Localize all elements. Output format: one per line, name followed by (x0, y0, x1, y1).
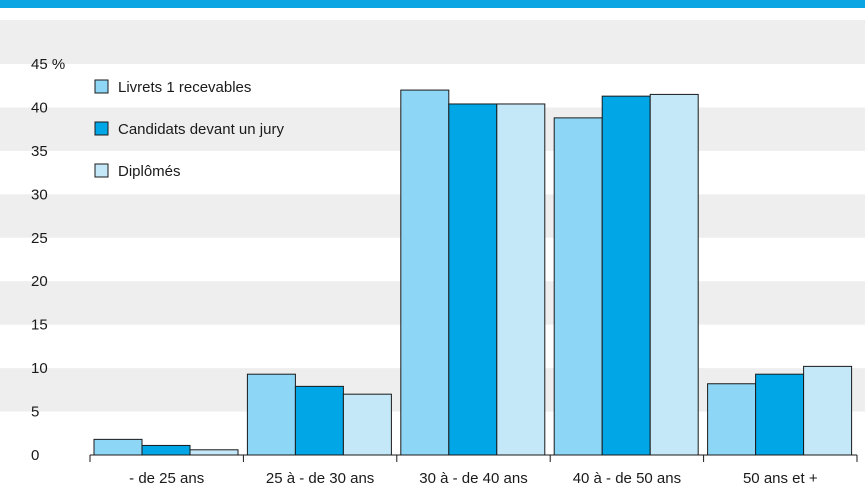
bar (294, 385, 344, 456)
bar (496, 103, 546, 456)
bar (400, 89, 450, 456)
y-tick-label: 20 (31, 273, 48, 290)
bar (803, 365, 853, 456)
legend-swatch (94, 121, 109, 136)
legend-label: Diplômés (118, 163, 181, 180)
y-tick-label: 45 % (31, 56, 65, 73)
y-tick-label: 35 (31, 143, 48, 160)
legend: Livrets 1 recevables Candidats devant un … (94, 79, 284, 180)
x-tick-label: - de 25 ans (129, 470, 204, 487)
legend-swatch (94, 163, 109, 178)
y-tick-label: 25 (31, 230, 48, 247)
x-tick-label: 40 à - de 50 ans (573, 470, 681, 487)
bar (755, 373, 805, 456)
bar (601, 95, 651, 456)
legend-swatch (94, 79, 109, 94)
legend-label: Candidats devant un jury (118, 121, 284, 138)
bar (189, 449, 239, 456)
bar (649, 93, 699, 456)
bar (553, 117, 603, 456)
bar (342, 393, 392, 456)
y-tick-label: 30 (31, 186, 48, 203)
x-tick-label: 30 à - de 40 ans (419, 470, 527, 487)
y-tick-label: 0 (31, 447, 39, 464)
x-tick-label: 25 à - de 30 ans (266, 470, 374, 487)
top-accent-bar (0, 0, 865, 8)
bar (246, 373, 296, 456)
bar (93, 438, 143, 456)
x-tick-label: 50 ans et + (743, 470, 818, 487)
y-tick-label: 40 (31, 99, 48, 116)
bar-marks (93, 89, 853, 456)
y-axis: 0 5 10 15 20 25 30 35 40 45 % (31, 56, 65, 464)
y-tick-label: 15 (31, 317, 48, 334)
bar (707, 383, 757, 456)
x-axis: - de 25 ans 25 à - de 30 ans 30 à - de 40 … (89, 454, 858, 487)
y-tick-label: 10 (31, 360, 48, 377)
legend-label: Livrets 1 recevables (118, 79, 251, 96)
bar (448, 103, 498, 456)
y-tick-label: 5 (31, 404, 39, 421)
bar (141, 444, 191, 456)
